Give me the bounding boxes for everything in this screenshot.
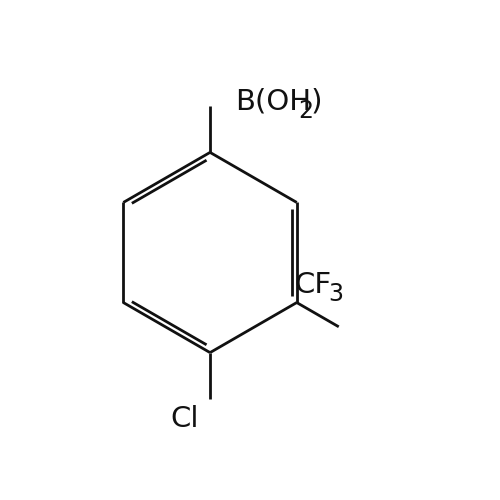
Text: B(OH): B(OH): [235, 88, 322, 116]
Text: 3: 3: [328, 282, 344, 306]
Text: 2: 2: [298, 99, 314, 123]
Text: Cl: Cl: [171, 404, 200, 432]
Text: CF: CF: [295, 271, 332, 299]
